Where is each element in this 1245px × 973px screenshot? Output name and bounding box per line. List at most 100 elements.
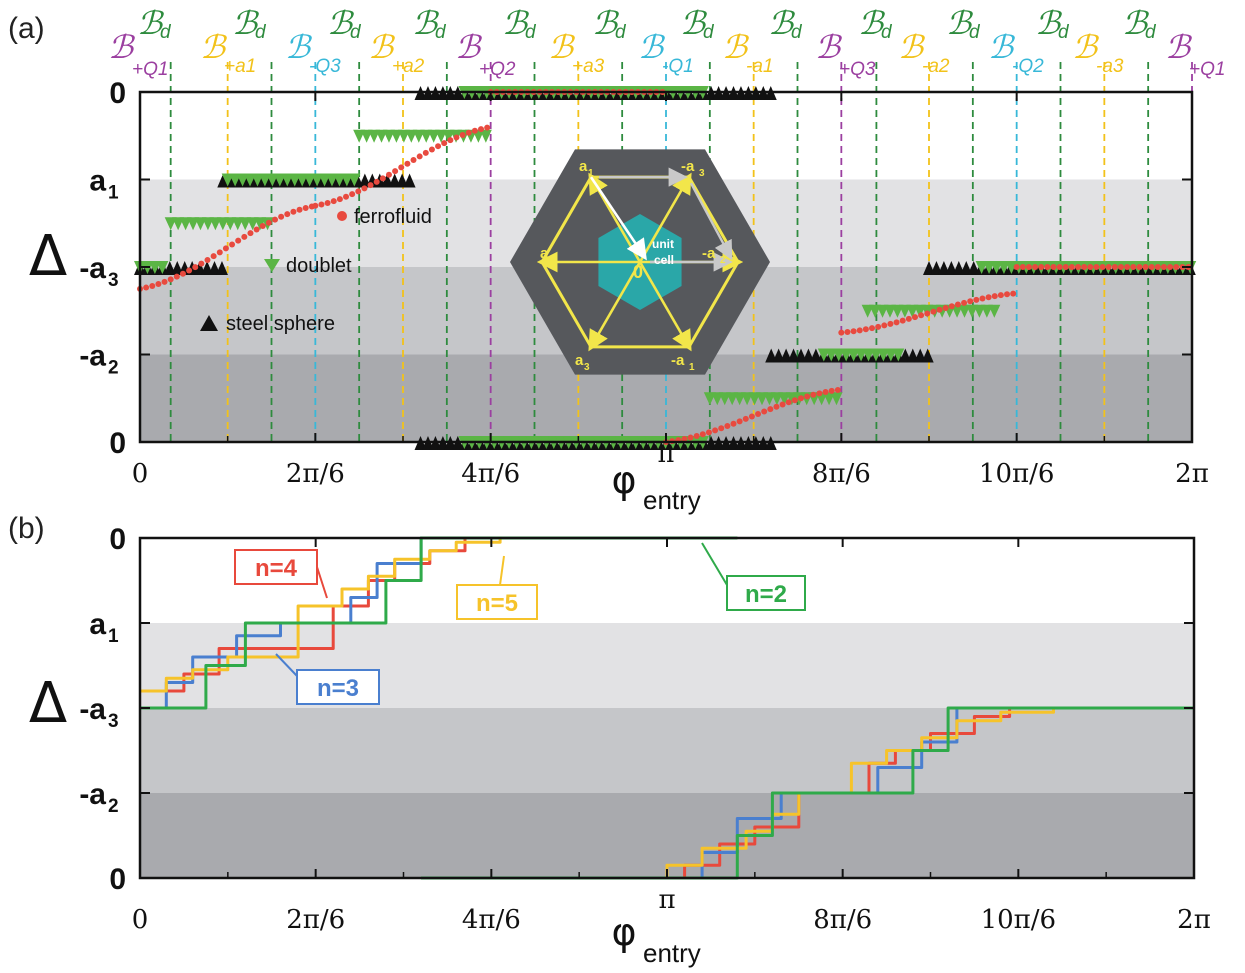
top-Bd-sub: d [881, 22, 893, 43]
ferrofluid-marker [893, 319, 900, 326]
top-B-label: ℬ [200, 28, 228, 66]
ferrofluid-marker [718, 425, 725, 432]
ferrofluid-marker [1167, 264, 1174, 270]
xtick-label: 10π/6 [979, 459, 1054, 489]
ferrofluid-marker [343, 193, 350, 200]
svg-text:φ: φ [611, 910, 636, 954]
top-B-label: ℬ [722, 28, 750, 66]
top-B-label: ℬ [548, 28, 576, 66]
top-B-sub: +Q3 [839, 59, 876, 80]
xtick-label: 2π/6 [286, 905, 345, 935]
ferrofluid-marker [428, 146, 435, 153]
ferrofluid-marker [296, 206, 303, 213]
top-B-label: ℬ [285, 28, 313, 66]
top-B-label: ℬ [1072, 28, 1100, 66]
ferrofluid-marker [478, 126, 485, 133]
ferrofluid-marker [911, 314, 918, 321]
ylabel-b: Δ [29, 671, 67, 736]
panel-b-label: (b) [8, 512, 45, 545]
ferrofluid-marker [724, 423, 731, 430]
top-Bd-sub: d [525, 22, 537, 43]
n5-pointer [499, 555, 505, 586]
ferrofluid-marker [1010, 290, 1017, 297]
staircase-n2-upper [140, 536, 738, 710]
inset-arrow [638, 172, 692, 263]
ferrofluid-marker [816, 390, 823, 397]
ferrofluid-marker [349, 191, 356, 198]
top-Bd-sub: d [1145, 22, 1157, 43]
ferrofluid-marker [272, 216, 279, 223]
ytick-label: -a [79, 252, 106, 285]
ferrofluid-marker [143, 284, 150, 291]
ferrofluid-marker [779, 401, 786, 408]
ferrofluid-marker [155, 281, 162, 288]
xtick-label: 2π [1175, 459, 1209, 489]
ferrofluid-marker [730, 420, 737, 427]
legend-steel-label: steel sphere [226, 313, 335, 335]
ferrofluid-marker [791, 397, 798, 404]
ytick-label: -a [79, 778, 106, 811]
inset-arrow [638, 261, 692, 352]
n2-pointer [701, 542, 728, 586]
n2-box [726, 575, 806, 611]
top-Bd-label: ℬ [946, 4, 974, 42]
ferrofluid-marker [755, 410, 762, 417]
staircase-n5-lower [421, 706, 1194, 880]
ferrofluid-marker [404, 160, 411, 167]
ferrofluid-marker [235, 237, 242, 244]
top-Bd-sub: d [969, 22, 981, 43]
staircase-n5-upper [140, 536, 738, 693]
ferrofluid-marker [742, 415, 749, 422]
ferrofluid-marker [161, 278, 168, 285]
ferrofluid-marker [767, 406, 774, 413]
ferrofluid-marker [1025, 264, 1032, 270]
ferrofluid-marker [1075, 264, 1082, 270]
ferrofluid-marker [186, 267, 193, 274]
ferrofluid-marker [1173, 264, 1180, 270]
ferrofluid-marker [881, 322, 888, 329]
ferrofluid-marker [247, 230, 254, 237]
ferrofluid-marker [265, 219, 272, 226]
ytick-label: 0 [109, 863, 126, 896]
ytick-sub: 1 [108, 626, 119, 647]
ferrofluid-marker [229, 241, 236, 248]
top-Bd-sub: d [255, 22, 267, 43]
ferrofluid-marker [985, 294, 992, 301]
ferrofluid-marker [361, 185, 368, 192]
ferrofluid-marker [324, 199, 331, 206]
ferrofluid-marker [1004, 291, 1011, 298]
ferrofluid-marker [198, 260, 205, 267]
inset-gray-arrow [689, 182, 733, 261]
top-B-sub: +a2 [392, 56, 425, 77]
ferrofluid-marker [693, 433, 700, 440]
ferrofluid-marker [948, 303, 955, 310]
ferrofluid-marker [355, 188, 362, 195]
top-B-sub: -a2 [922, 56, 950, 77]
inset-vector-sub: 2 [549, 255, 555, 266]
ferrofluid-marker [997, 292, 1004, 299]
n5-box [456, 584, 538, 620]
ferrofluid-marker [798, 395, 805, 402]
ferrofluid-marker [385, 171, 392, 178]
xtick-label: 2π [1177, 905, 1211, 935]
n2-label: n=2 [745, 581, 787, 608]
ytick-sub: 2 [108, 358, 119, 379]
top-Bd-label: ℬ [768, 4, 796, 42]
ferrofluid-marker [379, 175, 386, 182]
xtick-label: π [657, 439, 674, 469]
n5-label: n=5 [476, 590, 518, 617]
inset-vector-sub: 3 [699, 168, 705, 179]
panel-a-label: (a) [8, 12, 45, 45]
top-Bd-label: ℬ [412, 4, 440, 42]
legend-ferrofluid-label: ferrofluid [354, 206, 432, 228]
ferrofluid-marker [773, 403, 780, 410]
top-B-label: ℬ [988, 28, 1016, 66]
ferrofluid-marker [330, 198, 337, 205]
top-Bd-sub: d [791, 22, 803, 43]
top-Bd-sub: d [160, 22, 172, 43]
ferrofluid-marker [936, 306, 943, 313]
ferrofluid-marker [435, 143, 442, 150]
ferrofluid-marker [748, 413, 755, 420]
